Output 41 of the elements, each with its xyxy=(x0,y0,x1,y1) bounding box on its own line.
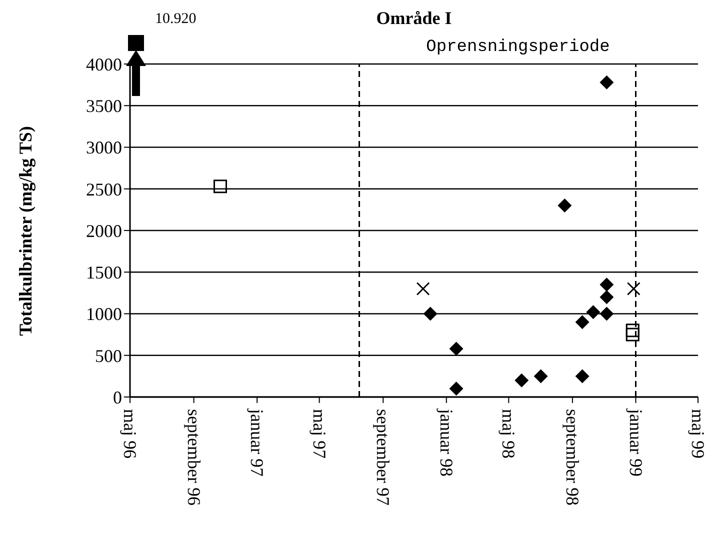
y-tick-label: 3500 xyxy=(86,96,122,116)
point xyxy=(600,306,614,321)
y-tick-label: 4000 xyxy=(86,54,122,74)
x-tick-label: september 97 xyxy=(373,409,394,506)
text: 10.920 xyxy=(155,10,196,28)
point xyxy=(600,278,614,292)
text: Oprensningsperiode xyxy=(426,38,610,56)
x-tick-label: januar 97 xyxy=(247,408,268,476)
point xyxy=(558,198,572,213)
x-tick-label: maj 99 xyxy=(688,409,706,458)
point xyxy=(514,373,529,388)
x-tick-label: januar 98 xyxy=(436,408,456,476)
y-tick-label: 1000 xyxy=(86,304,122,324)
y-tick-label: 500 xyxy=(95,346,122,366)
point xyxy=(423,306,438,321)
x-tick-label: januar 99 xyxy=(626,408,646,476)
point xyxy=(626,328,640,342)
y-tick-label: 1500 xyxy=(86,262,122,283)
x-tick-label: maj 98 xyxy=(498,409,519,458)
x-tick-label: maj 96 xyxy=(120,409,140,458)
point xyxy=(449,382,464,396)
point xyxy=(600,75,614,90)
point xyxy=(586,305,600,320)
point xyxy=(416,282,430,296)
x-tick-label: september 98 xyxy=(562,409,582,506)
point xyxy=(575,369,590,384)
x-tick-label: maj 97 xyxy=(309,409,330,458)
point xyxy=(626,282,640,296)
y-tick-label: 3000 xyxy=(86,138,122,158)
point xyxy=(449,342,464,356)
point xyxy=(575,315,590,330)
y-tick-label: 0 xyxy=(113,387,122,408)
point xyxy=(534,369,548,384)
chart-title: Område I xyxy=(376,8,452,28)
y-tick-label: 2000 xyxy=(86,220,122,241)
y-tick-label: 2500 xyxy=(86,179,122,200)
x-tick-label: september 96 xyxy=(184,409,204,506)
point xyxy=(214,180,228,194)
y-axis-title: Totalkulbrinter (mg/kg TS) xyxy=(16,126,36,336)
point xyxy=(626,324,640,338)
point xyxy=(600,290,614,304)
